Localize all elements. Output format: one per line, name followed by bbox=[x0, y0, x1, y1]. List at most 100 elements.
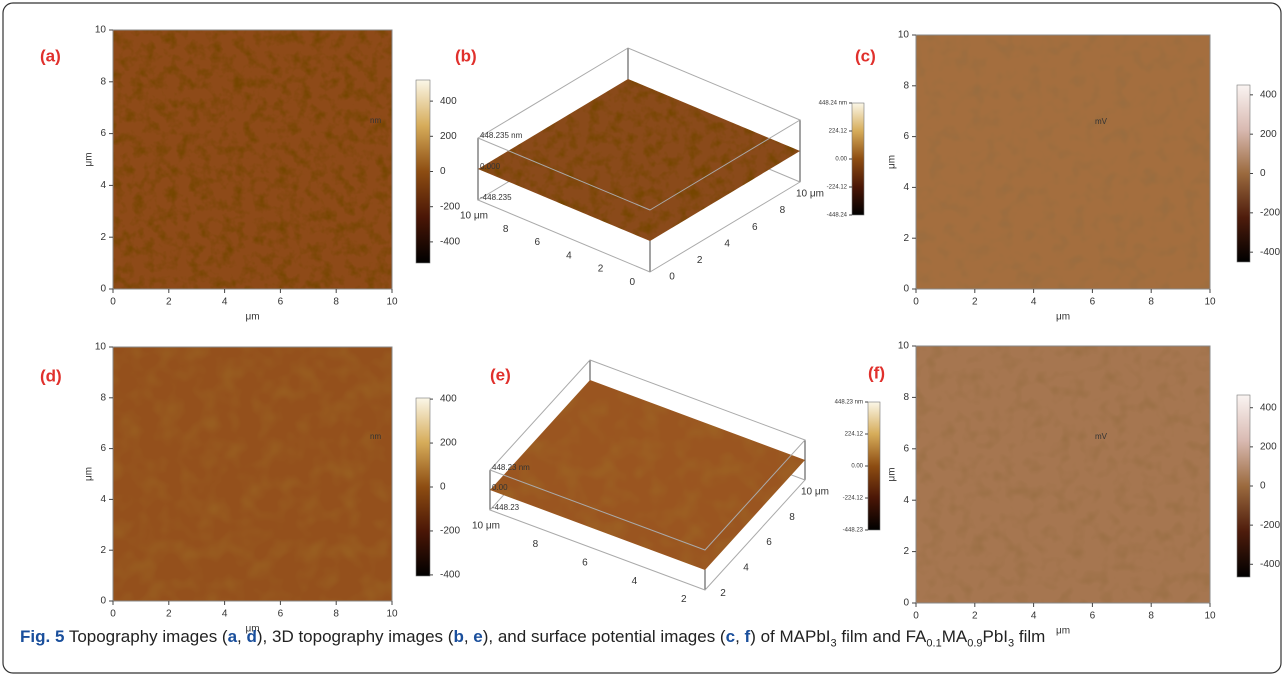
unit-label: mV bbox=[1095, 432, 1108, 441]
plot-border bbox=[112, 346, 393, 602]
afm-texture bbox=[113, 30, 392, 289]
z-axis-label: 0.000 bbox=[480, 162, 501, 171]
colorbar-tick-label: 200 bbox=[1260, 129, 1277, 140]
colorbar-tick-label: -400 bbox=[440, 570, 460, 581]
axis-label: 6 bbox=[752, 222, 758, 233]
y-axis-label: μm bbox=[887, 155, 898, 169]
z-axis-label: 0.00 bbox=[492, 483, 508, 492]
colorbar bbox=[415, 79, 431, 264]
y-tick-label: 0 bbox=[903, 598, 909, 609]
x-tick-label: 8 bbox=[1148, 297, 1154, 308]
y-tick-label: 8 bbox=[903, 80, 909, 91]
z-axis-label: -448.23 bbox=[492, 503, 520, 512]
caption-text: ) of MAPbI bbox=[750, 627, 831, 646]
plot-border bbox=[915, 345, 1211, 604]
caption-text: a bbox=[227, 627, 238, 646]
y-tick-label: 6 bbox=[903, 443, 909, 454]
colorbar-label: 448.24 nm bbox=[819, 101, 847, 107]
y-tick-label: 4 bbox=[903, 495, 909, 506]
x-tick-label: 10 bbox=[386, 297, 398, 308]
x-tick-label: 8 bbox=[1148, 611, 1154, 622]
y-tick-label: 6 bbox=[903, 131, 909, 142]
y-tick-label: 8 bbox=[903, 392, 909, 403]
plot-border bbox=[915, 34, 1211, 290]
panel-label: (f) bbox=[868, 363, 885, 382]
y-axis-label: μm bbox=[84, 467, 95, 481]
caption-text: Fig. 5 bbox=[20, 627, 65, 646]
colorbar-tick-label: -400 bbox=[1260, 559, 1280, 570]
box-top bbox=[489, 359, 806, 551]
unit-label: nm bbox=[370, 432, 381, 441]
x-tick-label: 4 bbox=[1031, 297, 1037, 308]
panel-label: (c) bbox=[855, 46, 876, 65]
caption-text: , bbox=[463, 627, 474, 646]
y-tick-label: 6 bbox=[100, 128, 106, 139]
colorbar bbox=[1236, 394, 1251, 578]
y-tick-label: 8 bbox=[100, 392, 106, 403]
y-tick-label: 6 bbox=[100, 443, 106, 454]
x-tick-label: 6 bbox=[278, 297, 284, 308]
y-tick-label: 10 bbox=[95, 25, 107, 36]
colorbar bbox=[851, 102, 865, 216]
x-tick-label: 10 bbox=[1204, 611, 1216, 622]
x-axis-label: μm bbox=[1056, 626, 1070, 637]
x-tick-label: 6 bbox=[278, 609, 284, 620]
colorbar bbox=[867, 401, 881, 531]
afm-texture bbox=[916, 346, 1210, 603]
axis-label: 10 μm bbox=[796, 189, 824, 200]
x-tick-label: 4 bbox=[222, 297, 228, 308]
caption-text: 3 bbox=[1008, 637, 1015, 650]
colorbar-tick-label: 0 bbox=[440, 166, 446, 177]
x-axis-label: μm bbox=[1056, 312, 1070, 323]
box-top bbox=[476, 47, 802, 211]
axis-label: 4 bbox=[632, 576, 638, 587]
colorbar-tick-label: -400 bbox=[440, 237, 460, 248]
colorbar bbox=[415, 397, 431, 577]
colorbar-label: 0.00 bbox=[835, 157, 847, 163]
panel-label: (d) bbox=[40, 366, 62, 385]
x-tick-label: 8 bbox=[333, 297, 339, 308]
caption-text: 0.9 bbox=[967, 637, 983, 650]
axis-label: 8 bbox=[789, 512, 795, 523]
colorbar-label: 224.12 bbox=[845, 432, 864, 438]
axis-label: 10 μm bbox=[472, 521, 500, 532]
axis-label: 2 bbox=[681, 594, 687, 605]
x-tick-label: 10 bbox=[386, 609, 398, 620]
x-tick-label: 0 bbox=[913, 611, 919, 622]
colorbar-tick-label: -200 bbox=[440, 526, 460, 537]
caption-text: PbI bbox=[982, 627, 1009, 646]
colorbar-tick-label: -200 bbox=[1260, 207, 1280, 218]
caption-text: b bbox=[453, 627, 464, 646]
colorbar-tick-label: 200 bbox=[440, 131, 457, 142]
x-tick-label: 6 bbox=[1090, 611, 1096, 622]
unit-label: mV bbox=[1095, 117, 1108, 126]
x-tick-label: 4 bbox=[222, 609, 228, 620]
axis-label: 10 μm bbox=[801, 487, 829, 498]
caption-text: c bbox=[725, 627, 736, 646]
axis-label: 4 bbox=[566, 250, 572, 261]
y-tick-label: 4 bbox=[100, 494, 106, 505]
colorbar-label: -224.12 bbox=[843, 496, 864, 502]
axis-label: 6 bbox=[766, 537, 772, 548]
y-tick-label: 0 bbox=[903, 284, 909, 295]
x-tick-label: 0 bbox=[913, 297, 919, 308]
y-tick-label: 2 bbox=[100, 232, 106, 243]
colorbar-label: 0.00 bbox=[851, 464, 863, 470]
x-axis-label: μm bbox=[245, 312, 259, 323]
colorbar-tick-label: -200 bbox=[1260, 520, 1280, 531]
axis-label: 8 bbox=[780, 205, 786, 216]
colorbar-label: -448.24 bbox=[827, 213, 848, 219]
y-tick-label: 2 bbox=[100, 545, 106, 556]
colorbar-tick-label: 0 bbox=[440, 482, 446, 493]
axis-label: 2 bbox=[697, 255, 703, 266]
colorbar-tick-label: 200 bbox=[1260, 442, 1277, 453]
axis-label: 2 bbox=[598, 264, 604, 275]
x-tick-label: 8 bbox=[333, 609, 339, 620]
z-axis-label: -448.235 bbox=[480, 193, 512, 202]
caption-text: Topography images ( bbox=[64, 627, 228, 646]
z-axis-label: 448.235 nm bbox=[480, 131, 523, 140]
colorbar-tick-label: 0 bbox=[1260, 481, 1266, 492]
panel-label: (b) bbox=[455, 46, 477, 65]
axis-label: 0 bbox=[629, 277, 635, 288]
